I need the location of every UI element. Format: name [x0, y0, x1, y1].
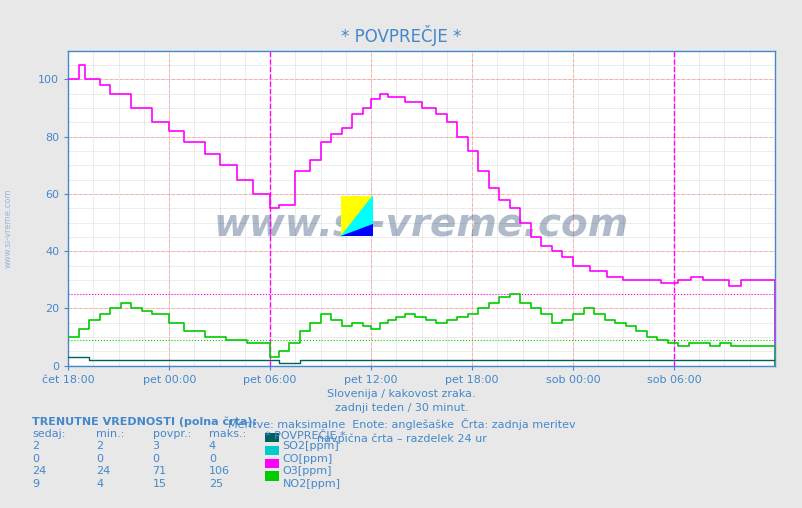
Text: sedaj:: sedaj: — [32, 429, 66, 439]
Text: CO[ppm]: CO[ppm] — [282, 454, 333, 464]
Text: * POVPREČJE *: * POVPREČJE * — [341, 25, 461, 46]
Text: www.si-vreme.com: www.si-vreme.com — [213, 205, 629, 243]
Text: TRENUTNE VREDNOSTI (polna črta):: TRENUTNE VREDNOSTI (polna črta): — [32, 417, 257, 427]
Text: Slovenija / kakovost zraka.
zadnji teden / 30 minut.
Meritve: maksimalne  Enote:: Slovenija / kakovost zraka. zadnji teden… — [228, 389, 574, 444]
Polygon shape — [341, 196, 373, 236]
Text: povpr.:: povpr.: — [152, 429, 191, 439]
Text: SO2[ppm]: SO2[ppm] — [282, 441, 339, 451]
Text: * POVPREČJE *: * POVPREČJE * — [265, 429, 345, 441]
Text: 24: 24 — [96, 466, 111, 477]
Text: min.:: min.: — [96, 429, 124, 439]
Text: 3: 3 — [152, 441, 160, 451]
Text: 24: 24 — [32, 466, 47, 477]
Text: 0: 0 — [32, 454, 39, 464]
Polygon shape — [341, 224, 373, 236]
Text: 4: 4 — [209, 441, 216, 451]
Text: maks.:: maks.: — [209, 429, 245, 439]
Text: 4: 4 — [96, 479, 103, 489]
Text: 25: 25 — [209, 479, 223, 489]
Text: 71: 71 — [152, 466, 167, 477]
Text: 2: 2 — [32, 441, 39, 451]
Text: O3[ppm]: O3[ppm] — [282, 466, 332, 477]
Text: 106: 106 — [209, 466, 229, 477]
Text: 9: 9 — [32, 479, 39, 489]
Text: www.si-vreme.com: www.si-vreme.com — [3, 189, 13, 268]
Text: 0: 0 — [96, 454, 103, 464]
Polygon shape — [341, 196, 373, 236]
Text: 15: 15 — [152, 479, 166, 489]
Text: NO2[ppm]: NO2[ppm] — [282, 479, 340, 489]
Text: 0: 0 — [152, 454, 160, 464]
Text: 2: 2 — [96, 441, 103, 451]
Text: 0: 0 — [209, 454, 216, 464]
